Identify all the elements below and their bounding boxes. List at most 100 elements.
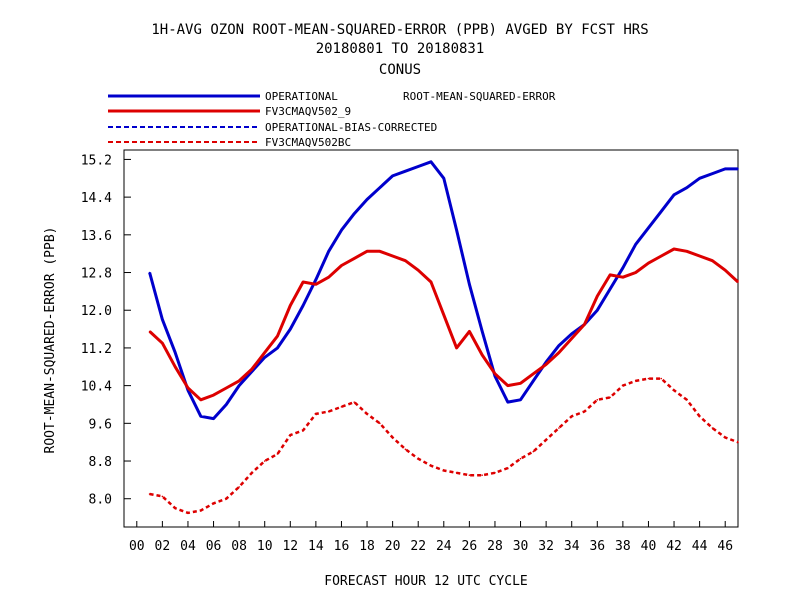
data-point-operational (660, 210, 663, 213)
data-point-fv3cmaqv502-9 (379, 250, 381, 253)
data-point-fv3cmaqv502-9 (686, 250, 688, 253)
data-point-fv3cmaqv502-9 (276, 335, 279, 337)
data-point-fv3cmaqv502-9 (455, 347, 458, 349)
data-point-fv3cmaqv502-9 (404, 259, 407, 262)
x-tick-label: 14 (308, 539, 324, 554)
data-point-fv3cmaqv502-9 (660, 255, 663, 257)
data-point-fv3cmaqv502bc (353, 401, 356, 403)
data-point-fv3cmaqv502bc (468, 474, 471, 476)
data-point-operational (519, 398, 522, 401)
data-point-fv3cmaqv502bc (519, 457, 522, 460)
data-point-fv3cmaqv502-9 (353, 257, 356, 260)
data-point-fv3cmaqv502bc (673, 389, 675, 392)
data-point-fv3cmaqv502-9 (327, 276, 330, 279)
data-point-fv3cmaqv502-9 (481, 354, 483, 356)
data-point-fv3cmaqv502-9 (673, 248, 675, 250)
data-point-fv3cmaqv502bc (404, 448, 407, 451)
data-point-operational (570, 332, 573, 335)
data-point-operational (327, 250, 330, 253)
data-point-operational (724, 168, 727, 170)
data-point-fv3cmaqv502-9 (647, 262, 650, 264)
data-point-fv3cmaqv502bc (481, 474, 483, 476)
x-tick-label: 00 (129, 539, 145, 554)
y-axis-label: ROOT-MEAN-SQUARED-ERROR (PPB) (43, 227, 58, 454)
data-point-fv3cmaqv502-9 (251, 368, 253, 370)
data-point-fv3cmaqv502bc (647, 377, 650, 380)
y-tick-label: 12.0 (81, 304, 112, 319)
data-point-operational (315, 278, 317, 281)
data-point-fv3cmaqv502bc (148, 493, 151, 495)
y-tick-label: 11.2 (81, 342, 112, 357)
series-line-fv3cmaqv502bc (149, 377, 739, 515)
data-point-fv3cmaqv502bc (532, 450, 535, 453)
data-point-fv3cmaqv502bc (558, 427, 560, 429)
x-tick-label: 32 (538, 539, 554, 554)
x-tick-label: 08 (231, 539, 247, 554)
data-point-operational (366, 198, 368, 201)
data-point-fv3cmaqv502-9 (622, 276, 624, 279)
data-point-fv3cmaqv502-9 (711, 259, 714, 262)
data-point-fv3cmaqv502bc (174, 507, 176, 509)
x-tick-label: 22 (410, 539, 426, 554)
data-point-fv3cmaqv502bc (315, 413, 317, 415)
data-point-fv3cmaqv502-9 (724, 269, 727, 271)
data-point-fv3cmaqv502bc (199, 509, 202, 512)
y-tick-label: 8.0 (89, 493, 112, 508)
data-point-fv3cmaqv502bc (238, 486, 240, 488)
data-point-fv3cmaqv502-9 (199, 398, 202, 401)
x-tick-label: 06 (206, 539, 222, 554)
data-point-fv3cmaqv502bc (583, 410, 586, 413)
data-point-fv3cmaqv502-9 (391, 255, 394, 257)
chart-title-line-3: CONUS (379, 62, 421, 78)
x-tick-label: 38 (615, 539, 631, 554)
y-tick-label: 13.6 (81, 229, 112, 244)
y-tick-label: 12.8 (81, 267, 112, 282)
data-point-fv3cmaqv502bc (596, 398, 599, 401)
data-point-fv3cmaqv502-9 (519, 382, 522, 385)
data-point-fv3cmaqv502bc (289, 434, 292, 436)
data-point-fv3cmaqv502bc (698, 415, 701, 418)
legend-label-operational: OPERATIONAL (265, 90, 338, 103)
x-tick-label: 20 (385, 539, 401, 554)
x-tick-label: 16 (334, 539, 350, 554)
data-point-operational (558, 344, 560, 347)
data-point-fv3cmaqv502-9 (442, 314, 445, 316)
data-point-operational (353, 212, 356, 215)
data-point-operational (609, 288, 611, 290)
x-tick-label: 28 (487, 539, 503, 554)
x-tick-label: 10 (257, 539, 273, 554)
data-point-fv3cmaqv502-9 (737, 281, 739, 283)
data-point-fv3cmaqv502-9 (634, 271, 637, 274)
data-point-fv3cmaqv502bc (391, 436, 394, 439)
data-point-fv3cmaqv502-9 (366, 250, 368, 253)
data-point-operational (161, 318, 164, 321)
data-point-fv3cmaqv502-9 (263, 351, 266, 354)
data-point-operational (212, 417, 215, 420)
data-point-fv3cmaqv502-9 (545, 363, 547, 366)
data-point-fv3cmaqv502-9 (225, 387, 228, 389)
data-point-operational (225, 403, 228, 406)
data-point-operational (199, 415, 202, 418)
data-point-fv3cmaqv502-9 (174, 365, 176, 368)
x-axis-label: FORECAST HOUR 12 UTC CYCLE (324, 574, 528, 589)
data-point-fv3cmaqv502bc (455, 472, 458, 474)
data-point-operational (455, 229, 458, 231)
data-point-fv3cmaqv502-9 (238, 380, 240, 382)
data-point-fv3cmaqv502bc (327, 410, 330, 413)
y-tick-label: 9.6 (89, 417, 112, 432)
x-tick-label: 02 (155, 539, 171, 554)
chart-title-line-1: 1H-AVG OZON ROOT-MEAN-SQUARED-ERROR (PPB… (151, 22, 648, 38)
data-point-operational (596, 309, 599, 312)
data-point-fv3cmaqv502bc (737, 441, 739, 443)
data-point-operational (711, 172, 714, 175)
data-point-fv3cmaqv502bc (442, 469, 445, 472)
data-point-fv3cmaqv502bc (634, 380, 637, 382)
data-point-fv3cmaqv502bc (686, 398, 688, 401)
data-point-fv3cmaqv502bc (724, 436, 727, 439)
y-tick-label: 8.8 (89, 455, 112, 470)
data-point-fv3cmaqv502-9 (340, 264, 343, 267)
data-point-operational (340, 229, 343, 231)
data-point-fv3cmaqv502-9 (161, 342, 164, 345)
legend-label-fv3cmaqv502bc: FV3CMAQV502BC (265, 136, 351, 149)
